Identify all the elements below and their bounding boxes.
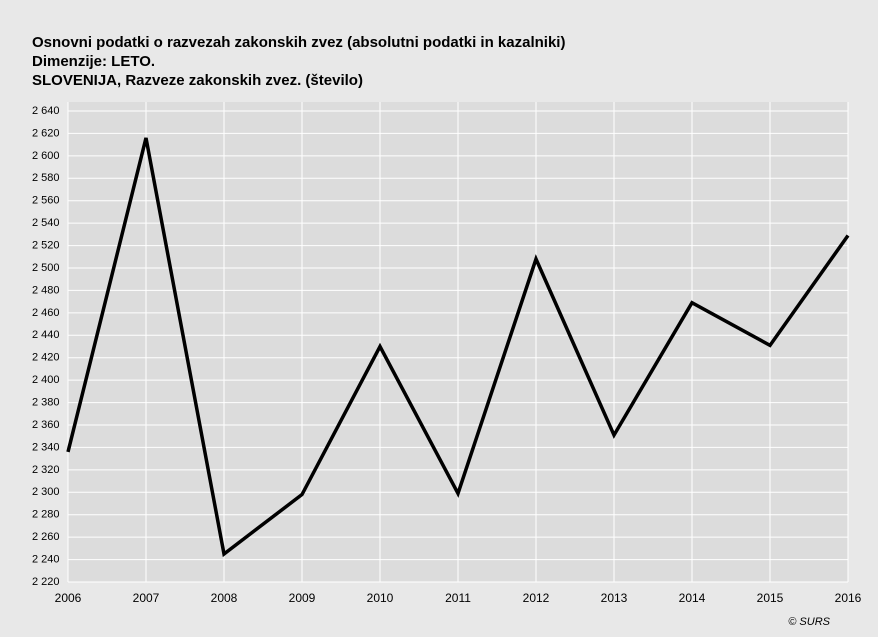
y-tick-label: 2 460 <box>32 307 60 319</box>
y-tick-label: 2 420 <box>32 352 60 364</box>
x-tick-label: 2006 <box>55 591 82 605</box>
y-tick-label: 2 540 <box>32 217 60 229</box>
y-tick-label: 2 480 <box>32 284 60 296</box>
y-tick-label: 2 240 <box>32 553 60 565</box>
x-tick-label: 2010 <box>367 591 394 605</box>
x-tick-label: 2011 <box>445 591 471 605</box>
x-tick-label: 2015 <box>757 591 784 605</box>
y-tick-label: 2 220 <box>32 576 60 588</box>
y-tick-label: 2 300 <box>32 486 60 498</box>
y-tick-label: 2 500 <box>32 262 60 274</box>
data-line <box>66 137 850 558</box>
y-tick-label: 2 380 <box>32 396 60 408</box>
y-tick-label: 2 340 <box>32 441 60 453</box>
y-tick-label: 2 320 <box>32 464 60 476</box>
y-tick-label: 2 620 <box>32 127 60 139</box>
y-tick-label: 2 440 <box>32 329 60 341</box>
x-tick-label: 2016 <box>835 591 862 605</box>
y-tick-label: 2 360 <box>32 419 60 431</box>
x-tick-label: 2014 <box>679 591 706 605</box>
y-tick-label: 2 580 <box>32 172 60 184</box>
x-tick-label: 2008 <box>211 591 238 605</box>
chart-subtitle: Dimenzije: LETO. <box>32 53 155 70</box>
y-tick-label: 2 280 <box>32 509 60 521</box>
x-tick-label: 2013 <box>601 591 628 605</box>
credit: © SURS <box>788 616 830 628</box>
x-tick-label: 2007 <box>133 591 160 605</box>
y-tick-label: 2 560 <box>32 195 60 207</box>
x-tick-label: 2012 <box>523 591 550 605</box>
y-tick-label: 2 260 <box>32 531 60 543</box>
chart-title: Osnovni podatki o razvezah zakonskih zve… <box>32 34 565 51</box>
y-tick-label: 2 640 <box>32 105 60 117</box>
y-tick-label: 2 400 <box>32 374 60 386</box>
x-tick-label: 2009 <box>289 591 316 605</box>
y-tick-label: 2 520 <box>32 239 60 251</box>
series-name: SLOVENIJA, Razveze zakonskih zvez. (štev… <box>32 72 363 89</box>
y-tick-label: 2 600 <box>32 150 60 162</box>
